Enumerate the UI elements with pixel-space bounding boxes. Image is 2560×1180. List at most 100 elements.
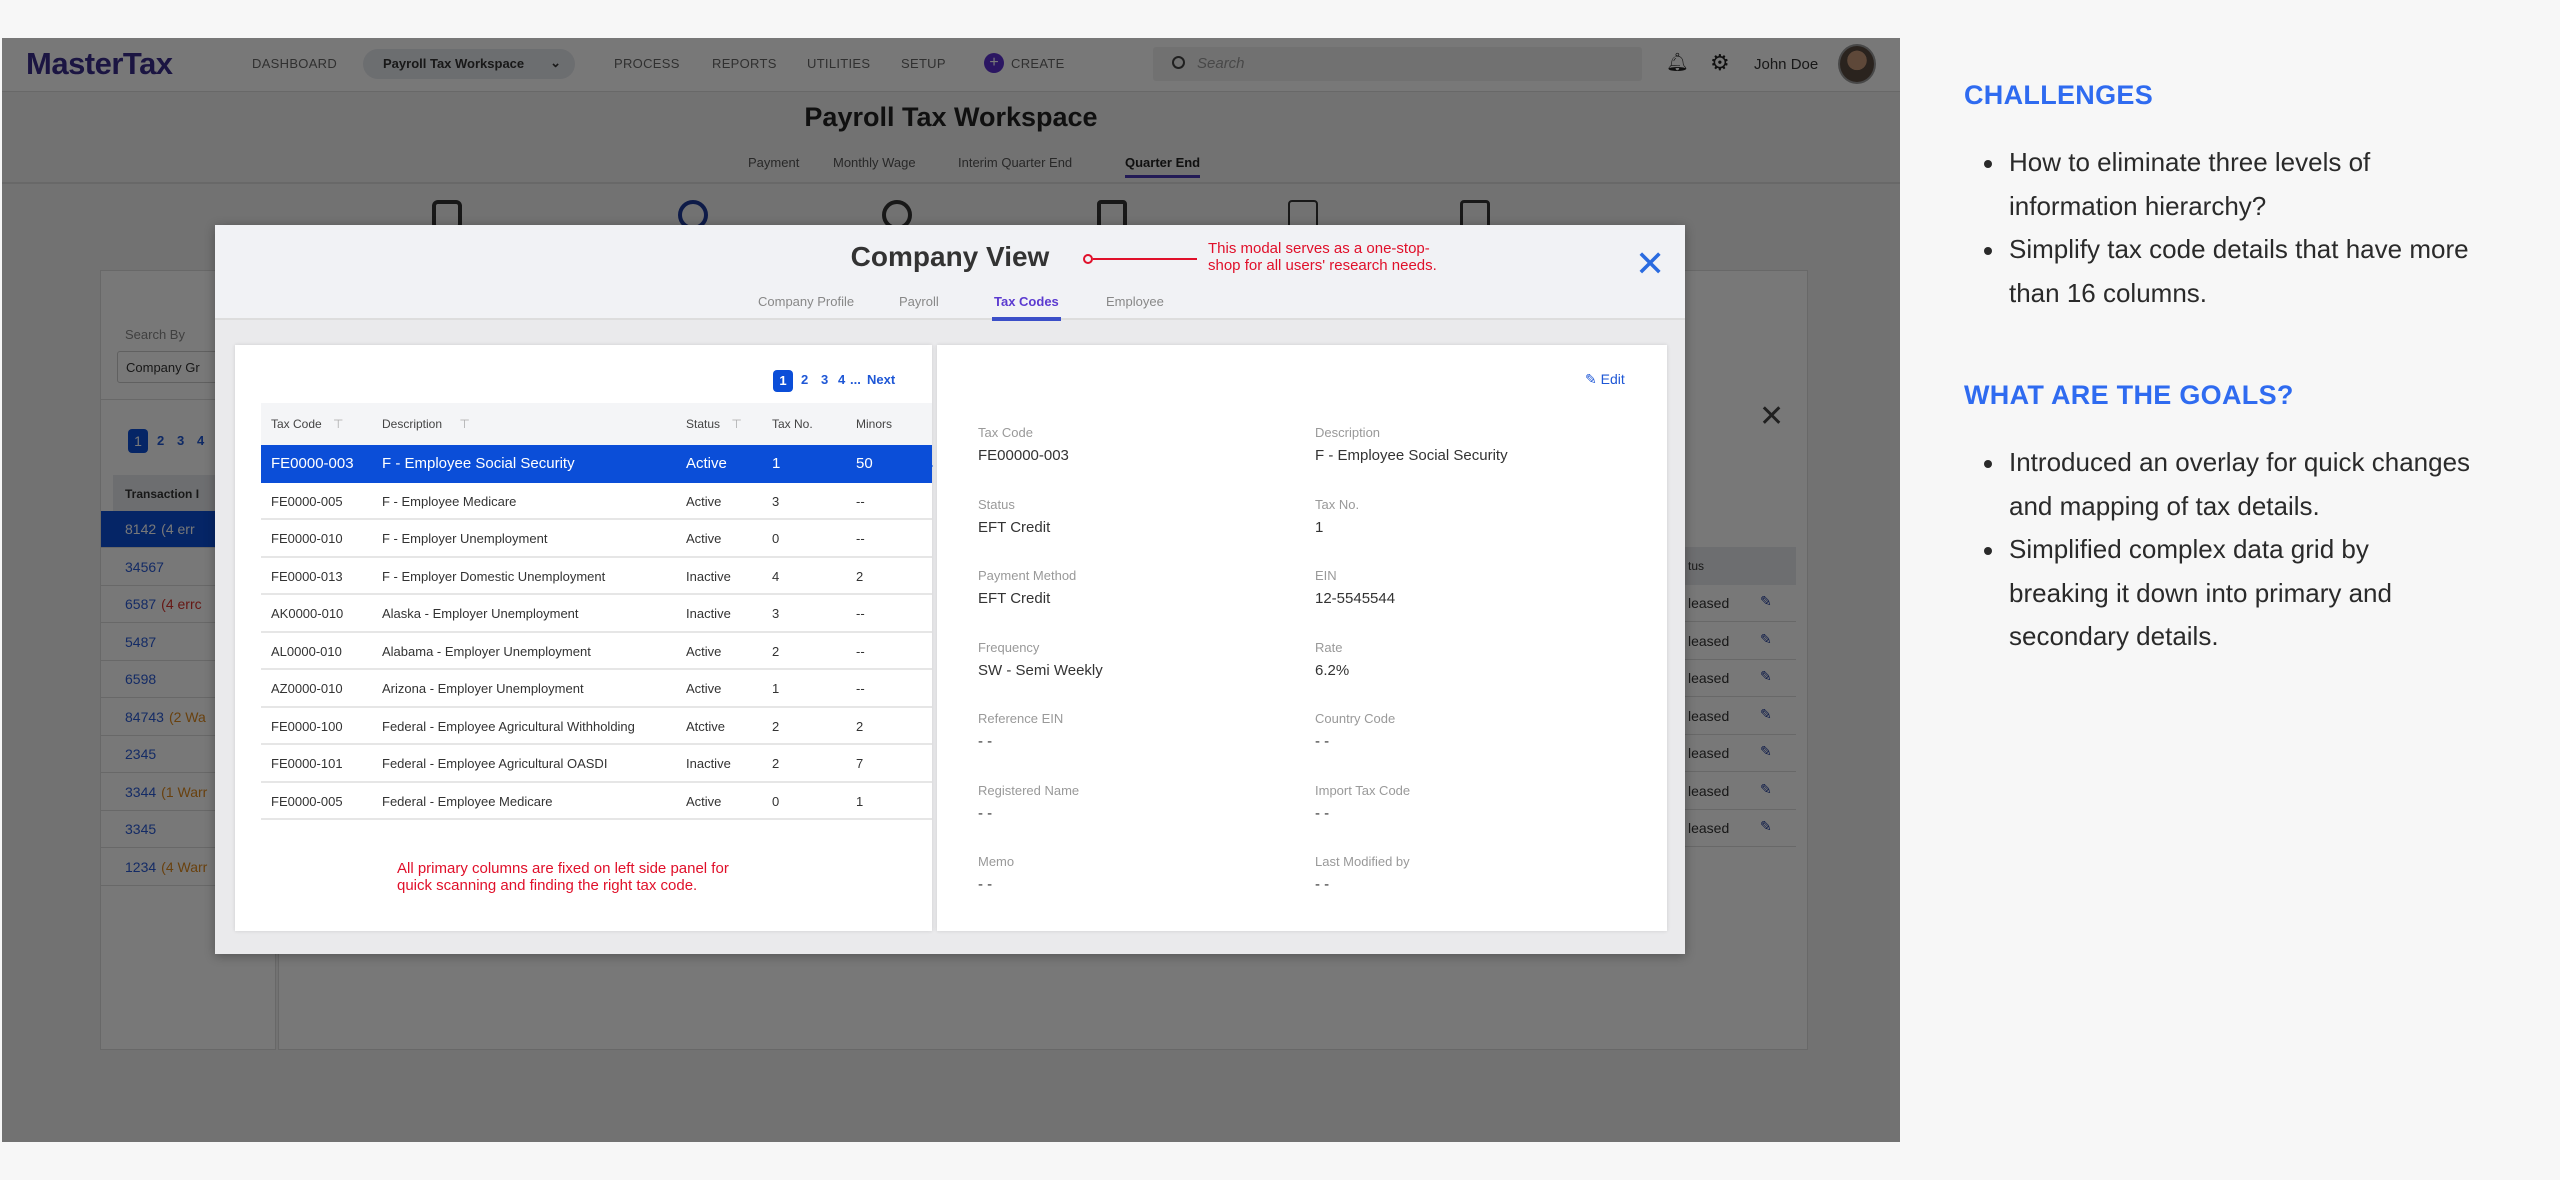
cell-tax-no: 2 [772, 718, 780, 734]
status-text: leased [1688, 670, 1730, 686]
tab-employee[interactable]: Employee [1106, 294, 1164, 309]
page-3[interactable]: 3 [177, 433, 185, 448]
field-label: Last Modified by [1315, 854, 1410, 869]
table-row[interactable]: AK0000-010 Alaska - Employer Unemployment… [261, 595, 932, 633]
cell-minors: -- [856, 606, 865, 621]
pencil-icon[interactable]: ✎ [1760, 818, 1772, 834]
company-view-modal: Company View This modal serves as a one-… [215, 225, 1685, 954]
transaction-row[interactable]: 2345 [101, 736, 277, 773]
next-page-link[interactable]: Next [867, 372, 896, 387]
transaction-row[interactable]: 84743 (2 Wa [101, 699, 277, 736]
bell-icon[interactable]: 🔔︎ [1666, 52, 1689, 72]
page-1[interactable]: 1 [128, 429, 148, 453]
nav-create[interactable]: CREATE [1011, 56, 1065, 71]
transaction-id: 6598 [125, 671, 157, 687]
field-value: FE00000-003 [978, 447, 1069, 464]
page-3[interactable]: 3 [821, 372, 829, 387]
transaction-row[interactable]: 3344 (1 Warr [101, 774, 277, 811]
column-status[interactable]: Status ⊤ [686, 417, 742, 431]
transaction-row[interactable]: 34567 [101, 549, 277, 586]
filter-icon[interactable]: ⊤ [333, 417, 344, 431]
line: breaking it down into primary and [2009, 577, 2392, 608]
nav-setup[interactable]: SETUP [901, 56, 946, 71]
transaction-row[interactable]: 5487 [101, 624, 277, 661]
status-text: leased [1688, 820, 1730, 836]
nav-process[interactable]: PROCESS [614, 56, 680, 71]
nav-dashboard[interactable]: DASHBOARD [252, 56, 338, 71]
table-row[interactable]: FE0000-005 F - Employee Medicare Active 3 -- [261, 483, 932, 520]
table-row[interactable]: AL0000-010 Alabama - Employer Unemploymen… [261, 633, 932, 670]
line: secondary details. [2009, 621, 2219, 651]
filter-icon[interactable]: ⊤ [731, 417, 742, 431]
cell-tax-code: AK0000-010 [271, 606, 344, 621]
transaction-row[interactable]: 6598 [101, 661, 277, 698]
table-row[interactable]: FE0000-010 F - Employer Unemployment Activ… [261, 520, 932, 558]
table-row[interactable]: FE0000-100 Federal - Employee Agricultura… [261, 708, 932, 745]
cell-minors: 50 [856, 455, 873, 472]
page-4[interactable]: 4 [197, 433, 205, 448]
user-name[interactable]: John Doe [1754, 56, 1819, 73]
field-label: Tax Code [978, 425, 1033, 440]
column-tax-code[interactable]: Tax Code ⊤ [271, 417, 344, 431]
cell-description: Alabama - Employer Unemployment [382, 643, 591, 659]
workspace-dropdown[interactable]: Payroll Tax Workspace ⌄ [363, 49, 575, 79]
tab-payment[interactable]: Payment [748, 155, 800, 170]
page-2[interactable]: 2 [157, 433, 165, 448]
tab-company-profile[interactable]: Company Profile [758, 294, 855, 309]
edit-button[interactable]: ✎ Edit [1585, 371, 1625, 388]
field-value: SW - Semi Weekly [978, 661, 1103, 679]
column-tax-no[interactable]: Tax No. [772, 417, 813, 431]
transaction-id: 8142 [125, 521, 157, 537]
goals-list: Introduced an overlay for quick changes a… [1984, 441, 2470, 659]
pencil-icon[interactable]: ✎ [1760, 743, 1772, 759]
annotation-line-1: All primary columns are fixed on left si… [397, 860, 729, 877]
field-label: Memo [978, 854, 1015, 869]
page-4[interactable]: 4 [838, 372, 846, 387]
column-description[interactable]: Description ⊤ [382, 417, 470, 431]
pencil-icon[interactable]: ✎ [1760, 630, 1772, 647]
field-value: - - [1315, 733, 1330, 750]
nav-utilities[interactable]: UTILITIES [807, 56, 871, 71]
page-2[interactable]: 2 [801, 372, 809, 387]
close-icon[interactable]: ✕ [1635, 243, 1666, 284]
transaction-note: (4 Warr [161, 858, 208, 875]
avatar[interactable] [1838, 44, 1876, 84]
field-value: - - [1315, 804, 1330, 822]
field-value: - - [978, 876, 993, 893]
pencil-icon[interactable]: ✎ [1760, 593, 1772, 609]
transaction-row[interactable]: 6587 (4 errc [101, 586, 277, 623]
page-1-current[interactable]: 1 [773, 370, 793, 392]
gear-icon[interactable]: ⚙ [1710, 50, 1730, 75]
field-label: Country Code [1315, 711, 1396, 726]
column-minors[interactable]: Minors [856, 417, 893, 431]
annotation-line-1: This modal serves as a one-stop- [1208, 240, 1430, 257]
table-row[interactable]: FE0000-101 Federal - Employee Agricultura… [261, 745, 932, 783]
transaction-row[interactable]: 1234 (4 Warr [101, 849, 277, 886]
tab-tax-codes[interactable]: Tax Codes [992, 294, 1061, 321]
status-text: leased [1688, 632, 1730, 649]
filter-icon[interactable]: ⊤ [459, 417, 470, 431]
close-icon[interactable]: ✕ [1759, 400, 1785, 433]
pencil-icon[interactable]: ✎ [1760, 780, 1772, 797]
table-row[interactable]: FE0000-005 Federal - Employee Medicare Act… [261, 783, 932, 820]
tab-quarter-end[interactable]: Quarter End [1125, 155, 1201, 178]
cell-tax-no: 1 [772, 681, 780, 696]
pencil-icon[interactable]: ✎ [1760, 668, 1772, 684]
column-label: Status [686, 417, 721, 431]
table-row[interactable]: AZ0000-010 Arizona - Employer Unemploymen… [261, 670, 932, 708]
tab-payroll[interactable]: Payroll [899, 294, 939, 309]
tab-monthly-wage[interactable]: Monthly Wage [833, 155, 916, 170]
search-icon [1172, 56, 1185, 69]
line: Simplify tax code details that have more [2009, 234, 2469, 264]
search-input[interactable]: Search [1153, 47, 1642, 81]
table-row[interactable]: FE0000-003 F - Employee Social Security Ac… [261, 445, 932, 483]
cell-minors: 1 [856, 793, 864, 809]
tab-interim-quarter-end[interactable]: Interim Quarter End [958, 155, 1073, 170]
status-row: leased ✎ [1684, 585, 1796, 622]
pencil-icon[interactable]: ✎ [1760, 705, 1772, 722]
nav-reports[interactable]: REPORTS [712, 56, 777, 71]
transaction-row[interactable]: 3345 [101, 811, 277, 848]
goals-heading: WHAT ARE THE GOALS? [1964, 380, 2294, 410]
table-row[interactable]: FE0000-013 F - Employer Domestic Unemploy… [261, 558, 932, 595]
edit-label: Edit [1600, 371, 1625, 387]
